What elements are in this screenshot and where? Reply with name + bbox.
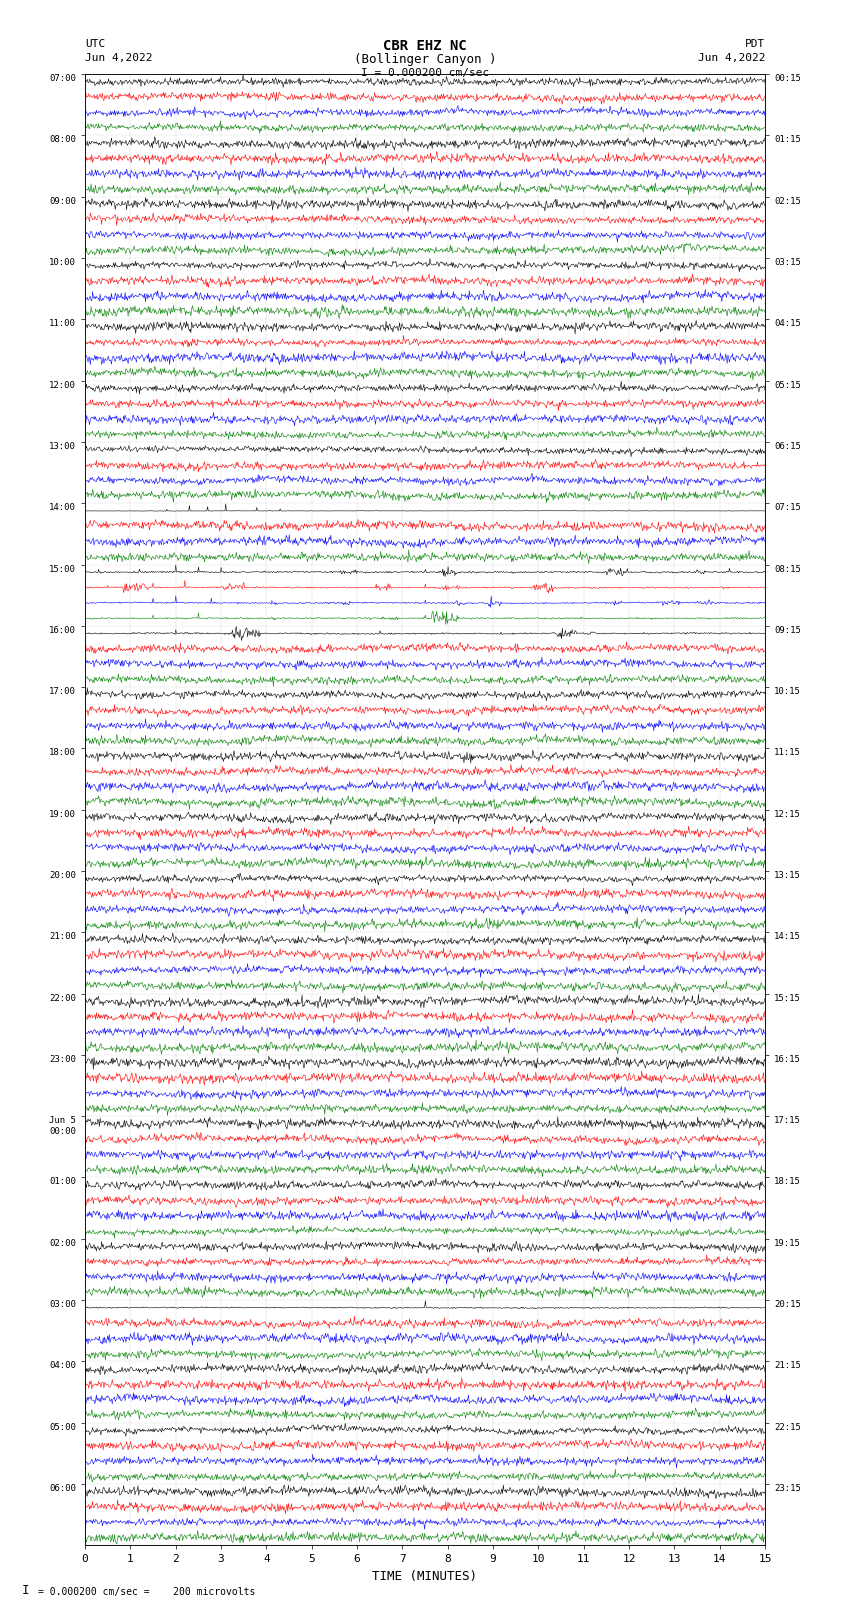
Text: UTC: UTC xyxy=(85,39,105,48)
Text: I: I xyxy=(22,1584,29,1597)
Text: (Bollinger Canyon ): (Bollinger Canyon ) xyxy=(354,53,496,66)
Text: PDT: PDT xyxy=(745,39,765,48)
Text: I = 0.000200 cm/sec: I = 0.000200 cm/sec xyxy=(361,68,489,77)
Text: Jun 4,2022: Jun 4,2022 xyxy=(85,53,152,63)
X-axis label: TIME (MINUTES): TIME (MINUTES) xyxy=(372,1569,478,1582)
Text: = 0.000200 cm/sec =    200 microvolts: = 0.000200 cm/sec = 200 microvolts xyxy=(38,1587,256,1597)
Text: CBR EHZ NC: CBR EHZ NC xyxy=(383,39,467,53)
Text: Jun 4,2022: Jun 4,2022 xyxy=(698,53,765,63)
